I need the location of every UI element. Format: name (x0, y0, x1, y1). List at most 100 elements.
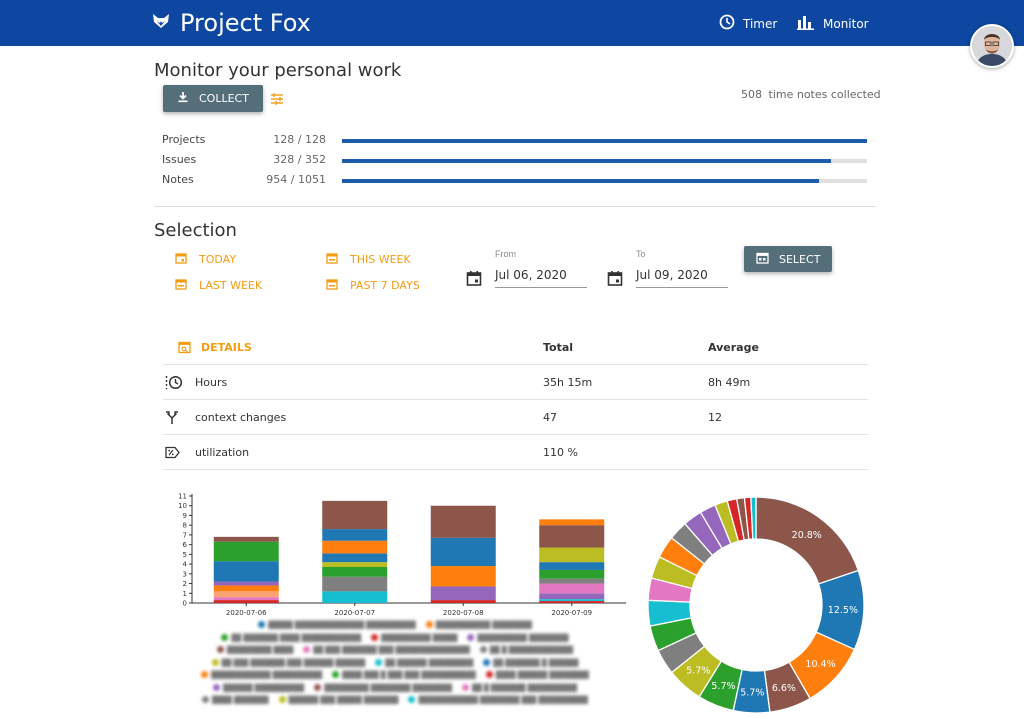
progress-label: Notes (162, 173, 194, 186)
collected-text: time notes collected (768, 88, 881, 101)
collect-label: COLLECT (199, 92, 249, 105)
progress-fill (342, 179, 819, 183)
bar-segment[interactable] (213, 597, 279, 601)
to-date-field[interactable]: To Jul 09, 2020 (636, 249, 728, 288)
nav-timer[interactable]: Timer (719, 14, 777, 33)
collected-summary: 508 time notes collected (741, 88, 881, 101)
bar-segment[interactable] (322, 540, 388, 554)
y-tick-label: 2 (183, 580, 187, 588)
slice-label: 12.5% (828, 605, 858, 616)
past-7-days-button[interactable]: PAST 7 DAYS (326, 278, 420, 293)
bar-segment[interactable] (322, 529, 388, 541)
bar-segment[interactable] (430, 586, 496, 601)
monitor-heading: Monitor your personal work (154, 60, 402, 81)
select-button[interactable]: SELECT (744, 246, 833, 272)
y-tick-label: 9 (183, 512, 187, 520)
details-icon (178, 330, 198, 365)
slice-label: 5.7% (686, 666, 710, 677)
donut-chart: 20.8%12.5%10.4%6.6%5.7%5.7%5.7% (647, 496, 865, 714)
bar-segment[interactable] (539, 519, 605, 526)
progress-track (342, 139, 867, 143)
from-calendar-icon[interactable] (466, 270, 482, 291)
bar-segment[interactable] (322, 553, 388, 563)
row-name: context changes (195, 411, 287, 424)
clock-icon (719, 14, 735, 33)
x-tick-label: 2020-07-06 (226, 609, 267, 617)
selection-heading: Selection (154, 220, 237, 241)
y-tick-label: 5 (183, 551, 187, 559)
chart-legend: █████ ██████████████ ██████████ ████████… (160, 620, 630, 708)
y-tick-label: 10 (178, 502, 187, 510)
progress-count: 128 / 128 (273, 133, 326, 146)
progress-track (342, 179, 867, 183)
brand[interactable]: Project Fox (152, 9, 311, 37)
to-date-input[interactable]: Jul 09, 2020 (636, 268, 728, 288)
y-tick-label: 11 (178, 493, 187, 501)
bar-segment[interactable] (430, 566, 496, 587)
y-tick-label: 6 (183, 541, 188, 549)
past-7-days-label: PAST 7 DAYS (350, 279, 420, 292)
donut-slice[interactable] (750, 496, 757, 540)
bar-segment[interactable] (430, 537, 496, 567)
bar-segment[interactable] (213, 600, 279, 603)
to-calendar-icon[interactable] (607, 270, 623, 291)
app-title: Project Fox (180, 9, 311, 37)
bar-segment[interactable] (322, 576, 388, 592)
y-tick-label: 7 (183, 531, 187, 539)
from-date-field[interactable]: From Jul 06, 2020 (495, 249, 587, 288)
slice-label: 6.6% (772, 683, 796, 694)
bar-segment[interactable] (213, 591, 279, 598)
calendar-icon (175, 278, 187, 293)
bar-segment[interactable] (539, 569, 605, 579)
nav-timer-label: Timer (743, 16, 778, 31)
bar-segment[interactable] (539, 562, 605, 570)
avatar[interactable] (970, 24, 1014, 68)
today-button[interactable]: TODAY (175, 252, 236, 267)
tune-icon[interactable] (270, 92, 284, 110)
row-total: 47 (543, 411, 557, 424)
collect-button[interactable]: COLLECT (163, 85, 263, 112)
bar-segment[interactable] (213, 561, 279, 582)
last-week-label: LAST WEEK (199, 279, 263, 292)
bar-segment[interactable] (213, 541, 279, 562)
from-date-input[interactable]: Jul 06, 2020 (495, 268, 587, 288)
timer-history-icon (165, 365, 185, 400)
bar-segment[interactable] (539, 547, 605, 563)
bar-segment[interactable] (430, 600, 496, 603)
row-average: 8h 49m (708, 376, 751, 389)
bar-segment[interactable] (539, 525, 605, 548)
bar-segment[interactable] (322, 500, 388, 530)
this-week-label: THIS WEEK (350, 253, 411, 266)
nav-monitor[interactable]: Monitor (797, 14, 869, 33)
bar-segment[interactable] (213, 581, 279, 586)
bar-segment[interactable] (539, 599, 605, 602)
call-split-icon (165, 400, 185, 435)
bar-segment[interactable] (322, 567, 388, 577)
this-week-button[interactable]: THIS WEEK (326, 252, 411, 267)
bar-segment[interactable] (430, 505, 496, 538)
table-header-row: DETAILS Total Average (163, 330, 868, 365)
progress-fill (342, 159, 832, 163)
progress-label: Issues (162, 153, 197, 166)
row-name: Hours (195, 376, 228, 389)
bar-segment[interactable] (322, 562, 388, 568)
details-header[interactable]: DETAILS (201, 341, 252, 354)
last-week-button[interactable]: LAST WEEK (175, 278, 262, 293)
bar-segment[interactable] (539, 593, 605, 600)
to-label: To (636, 249, 646, 259)
top-bar: Project Fox Timer Monitor (0, 0, 1024, 46)
bar-segment[interactable] (213, 585, 279, 592)
bar-segment[interactable] (322, 591, 388, 603)
x-tick-label: 2020-07-07 (334, 609, 375, 617)
bar-segment[interactable] (539, 601, 605, 603)
bar-segment[interactable] (539, 583, 605, 594)
y-tick-label: 1 (183, 590, 187, 598)
from-label: From (495, 249, 516, 259)
table-row: context changes 47 12 (163, 400, 868, 435)
bar-segment[interactable] (539, 578, 605, 584)
x-tick-label: 2020-07-09 (551, 609, 592, 617)
slice-label: 10.4% (805, 659, 835, 670)
today-label: TODAY (199, 253, 237, 266)
select-label: SELECT (779, 252, 821, 266)
bar-segment[interactable] (213, 536, 279, 542)
